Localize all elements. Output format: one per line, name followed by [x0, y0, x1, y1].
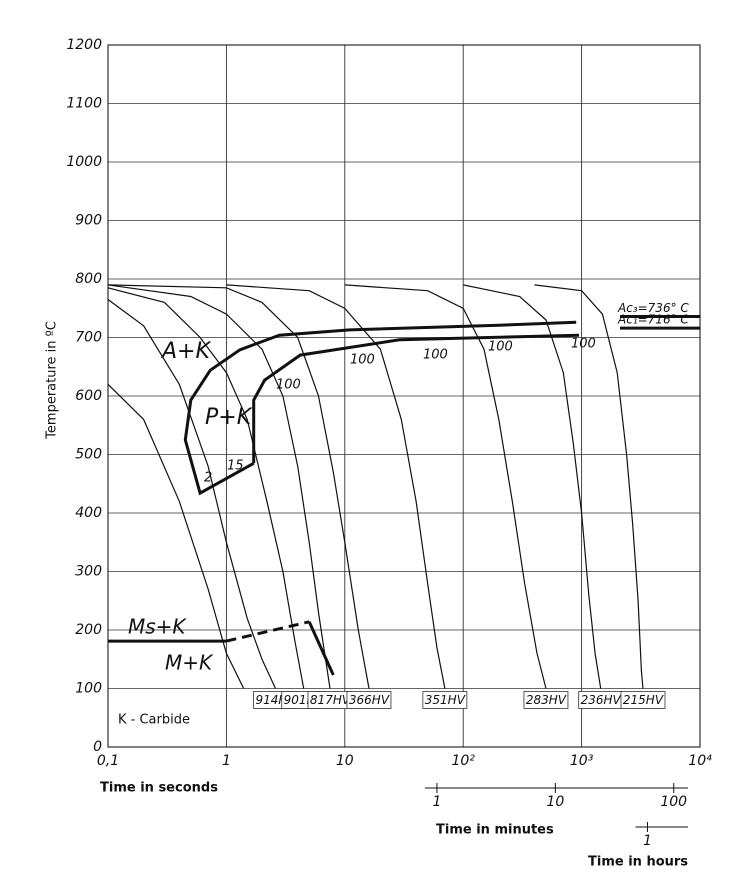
x-tick-label: 10² — [451, 753, 475, 769]
y-tick-label: 800 — [75, 271, 102, 287]
minutes-axis-title: Time in minutes — [436, 823, 554, 838]
hardness-label: 236HV — [581, 693, 622, 707]
annotation: 100 — [350, 353, 375, 368]
y-axis-title: Temperature in ºC — [45, 321, 60, 440]
x-tick-label: 1 — [222, 753, 231, 769]
annotation: Ms+K — [128, 615, 187, 639]
x-tick-label: 10 — [336, 753, 354, 769]
y-tick-label: 700 — [75, 330, 102, 346]
y-tick-label: 500 — [75, 447, 102, 463]
annotation: 100 — [276, 378, 301, 393]
annotation: 100 — [488, 340, 513, 355]
hardness-box — [346, 691, 392, 709]
x-axis-title: Time in seconds — [100, 781, 218, 796]
annotation: 2 — [204, 471, 212, 486]
phase-boundary — [307, 621, 335, 676]
phase-boundary — [226, 620, 310, 643]
y-tick-label: 0 — [93, 739, 102, 755]
x-tick-label: 10⁴ — [688, 753, 712, 769]
tick-label: 1 — [643, 833, 652, 849]
annotation: K - Carbide — [118, 713, 190, 728]
y-tick-label: 1200 — [66, 37, 102, 53]
cooling-curve — [107, 284, 331, 689]
y-tick-label: 1000 — [66, 154, 102, 170]
hardness-box — [523, 691, 569, 709]
y-tick-label: 400 — [75, 505, 102, 521]
x-tick-label: 0,1 — [97, 753, 119, 769]
reference-label: Ac₁=716° C — [617, 313, 689, 327]
hours-axis-title: Time in hours — [588, 855, 688, 870]
hardness-box — [620, 691, 666, 709]
cooling-curve — [463, 284, 602, 689]
hardness-label: 215HV — [623, 693, 664, 707]
y-tick-label: 300 — [75, 564, 102, 580]
tick-label: 1 — [432, 794, 441, 810]
phase-boundary — [183, 320, 577, 496]
cooling-curve — [107, 287, 305, 689]
y-tick-label: 600 — [75, 388, 102, 404]
y-tick-label: 100 — [75, 681, 102, 697]
tick-label: 10 — [546, 794, 564, 810]
x-tick-label: 10³ — [570, 753, 594, 769]
cooling-curve — [107, 284, 370, 689]
phase-boundary — [252, 333, 580, 464]
annotation: A+K — [160, 339, 211, 364]
cooling-curve — [107, 299, 277, 689]
annotation: P+K — [205, 405, 253, 430]
annotation: 100 — [423, 348, 448, 363]
hardness-label: 283HV — [526, 693, 567, 707]
annotation: 15 — [227, 459, 244, 474]
hardness-box — [422, 691, 468, 709]
cooling-curve — [107, 383, 245, 689]
annotation: 100 — [571, 337, 596, 352]
hardness-label: 366HV — [349, 693, 390, 707]
y-tick-label: 200 — [75, 622, 102, 638]
tick-label: 100 — [660, 794, 687, 810]
reference-label: Ac₃=736° C — [617, 301, 689, 315]
y-tick-label: 900 — [75, 213, 102, 229]
hardness-label: 351HV — [425, 693, 466, 707]
y-tick-label: 1100 — [66, 96, 102, 112]
cooling-curve — [226, 284, 446, 689]
cooling-curve — [344, 284, 547, 689]
annotation: M+K — [165, 651, 214, 675]
cooling-curve — [534, 284, 644, 689]
hardness-label: 817HV — [310, 693, 351, 707]
